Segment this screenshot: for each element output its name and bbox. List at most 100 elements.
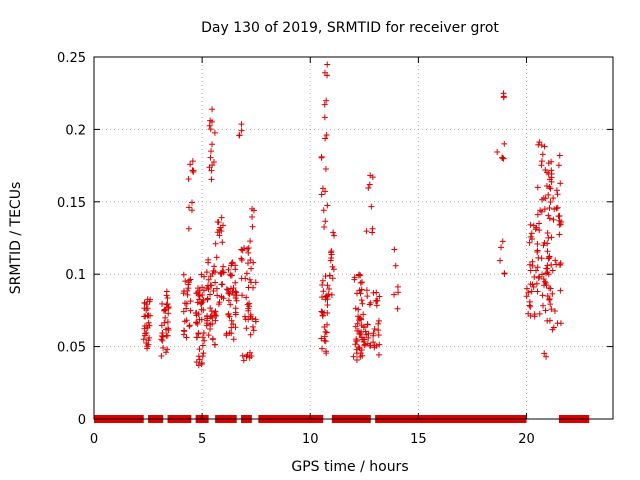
data-point bbox=[214, 229, 221, 236]
data-point bbox=[331, 232, 338, 239]
data-point bbox=[547, 285, 554, 292]
data-point bbox=[203, 269, 210, 276]
data-point bbox=[207, 154, 214, 161]
data-point bbox=[352, 341, 359, 348]
data-point bbox=[144, 324, 151, 331]
data-point bbox=[200, 350, 207, 357]
data-point bbox=[207, 126, 214, 133]
data-point bbox=[547, 301, 554, 308]
data-point bbox=[370, 332, 377, 339]
data-point bbox=[247, 331, 254, 338]
data-point bbox=[329, 275, 336, 282]
data-point bbox=[534, 184, 541, 191]
data-point bbox=[361, 336, 368, 343]
data-point bbox=[357, 279, 364, 286]
data-point bbox=[328, 291, 335, 298]
data-point bbox=[249, 205, 256, 212]
data-point bbox=[250, 284, 257, 291]
y-tick-label: 0.15 bbox=[57, 196, 86, 211]
data-point bbox=[529, 281, 536, 288]
data-point bbox=[532, 226, 539, 233]
data-point bbox=[236, 132, 243, 139]
data-point bbox=[321, 101, 328, 108]
data-point bbox=[209, 106, 216, 113]
y-tick-label: 0.05 bbox=[57, 341, 86, 356]
data-point bbox=[353, 290, 360, 297]
data-point bbox=[500, 94, 507, 101]
y-tick-label: 0 bbox=[78, 413, 86, 428]
data-point bbox=[249, 213, 256, 220]
data-point bbox=[373, 302, 380, 309]
data-point bbox=[557, 287, 564, 294]
data-point bbox=[364, 293, 371, 300]
data-point bbox=[539, 151, 546, 158]
data-point bbox=[211, 263, 218, 270]
data-point bbox=[165, 326, 172, 333]
data-point bbox=[165, 305, 172, 312]
data-point bbox=[232, 309, 239, 316]
data-point bbox=[196, 296, 203, 303]
data-point bbox=[242, 316, 249, 323]
data-point bbox=[164, 346, 171, 353]
data-point bbox=[146, 298, 153, 305]
data-point bbox=[212, 317, 219, 324]
data-point bbox=[321, 69, 328, 76]
data-point bbox=[319, 277, 326, 284]
data-point bbox=[232, 266, 239, 273]
data-point bbox=[250, 259, 257, 266]
data-point bbox=[225, 266, 232, 273]
data-point bbox=[320, 207, 327, 214]
data-point bbox=[370, 339, 377, 346]
data-point bbox=[546, 183, 553, 190]
data-point bbox=[143, 330, 150, 337]
data-point bbox=[321, 323, 328, 330]
data-point bbox=[217, 270, 224, 277]
data-point bbox=[213, 312, 220, 319]
data-point bbox=[544, 293, 551, 300]
data-point bbox=[543, 353, 550, 360]
y-axis-label: SRMTID / TECUs bbox=[8, 182, 24, 295]
data-point bbox=[525, 289, 532, 296]
data-point bbox=[326, 272, 333, 279]
data-point bbox=[528, 230, 535, 237]
data-point bbox=[364, 321, 371, 328]
data-point bbox=[208, 167, 215, 174]
data-point bbox=[228, 317, 235, 324]
data-point bbox=[369, 174, 376, 181]
data-point bbox=[534, 211, 541, 218]
data-point bbox=[249, 223, 256, 230]
data-point bbox=[556, 231, 563, 238]
data-point bbox=[534, 240, 541, 247]
data-point bbox=[183, 334, 190, 341]
data-point bbox=[527, 221, 534, 228]
data-point bbox=[325, 291, 332, 298]
data-point bbox=[239, 247, 246, 254]
data-point bbox=[321, 223, 328, 230]
data-point bbox=[545, 234, 552, 241]
data-point bbox=[550, 216, 557, 223]
data-point bbox=[327, 257, 334, 264]
data-point bbox=[499, 154, 506, 161]
data-point bbox=[363, 228, 370, 235]
data-point bbox=[501, 270, 508, 277]
data-point bbox=[546, 296, 553, 303]
data-point bbox=[188, 207, 195, 214]
data-point bbox=[158, 336, 165, 343]
data-point bbox=[548, 306, 555, 313]
data-point bbox=[321, 114, 328, 121]
data-point bbox=[208, 176, 215, 183]
data-point bbox=[527, 312, 534, 319]
data-point bbox=[318, 308, 325, 315]
data-point bbox=[163, 292, 170, 299]
data-point bbox=[536, 310, 543, 317]
data-point bbox=[218, 294, 225, 301]
plot-frame bbox=[93, 56, 614, 420]
data-point bbox=[549, 326, 556, 333]
data-point bbox=[225, 290, 232, 297]
data-point bbox=[200, 329, 207, 336]
data-point bbox=[318, 154, 325, 161]
data-point bbox=[239, 352, 246, 359]
data-point bbox=[375, 331, 382, 338]
data-point bbox=[186, 323, 193, 330]
data-point bbox=[215, 219, 222, 226]
